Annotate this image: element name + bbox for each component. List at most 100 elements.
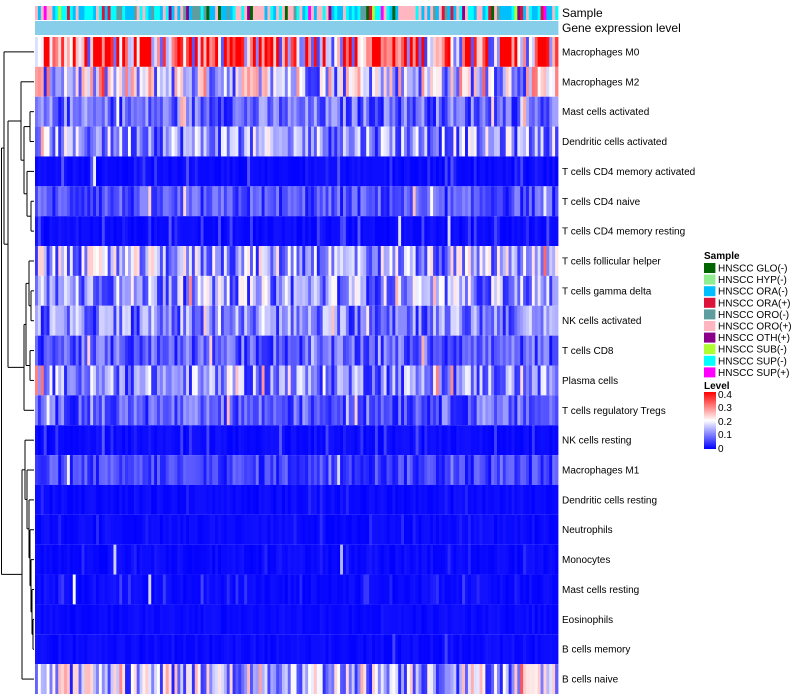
- heatmap-cell: [136, 455, 140, 485]
- heatmap-cell: [110, 514, 114, 545]
- heatmap-cell: [293, 126, 297, 157]
- heatmap-cell: [505, 484, 510, 515]
- heatmap-cell: [72, 216, 77, 247]
- heatmap-cell: [130, 186, 135, 217]
- heatmap-cell: [499, 544, 504, 575]
- heatmap-cell: [264, 425, 268, 456]
- heatmap-cell: [37, 126, 42, 157]
- heatmap-cell: [87, 66, 91, 97]
- sample-cell: [459, 6, 463, 20]
- sample-cell: [479, 6, 483, 20]
- heatmap-cell: [319, 604, 324, 635]
- heatmap-cell: [360, 634, 364, 665]
- heatmap-cell: [165, 604, 170, 635]
- heatmap-cell: [374, 395, 379, 426]
- heatmap-cell: [122, 66, 126, 97]
- row-label: T cells regulatory Tregs: [562, 406, 666, 417]
- heatmap-cell: [200, 335, 204, 366]
- heatmap-cell: [247, 604, 251, 635]
- heatmap-cell: [238, 544, 242, 575]
- heatmap-cell: [517, 484, 521, 515]
- heatmap-cell: [113, 156, 117, 187]
- heatmap-cell: [110, 96, 114, 127]
- heatmap-cell: [302, 126, 306, 157]
- heatmap-cell: [241, 66, 245, 97]
- heatmap-cell: [66, 484, 71, 515]
- heatmap-cell: [241, 574, 245, 605]
- heatmap-cell: [401, 186, 405, 217]
- heatmap-cell: [55, 365, 59, 396]
- heatmap-cell: [165, 275, 170, 306]
- heatmap-cell: [441, 365, 446, 396]
- heatmap-cell: [151, 664, 155, 694]
- heatmap-cell: [206, 365, 210, 396]
- heatmap-cell: [325, 66, 329, 97]
- sample-cell: [395, 6, 399, 20]
- heatmap-cell: [421, 634, 425, 665]
- heatmap-cell: [366, 634, 370, 665]
- heatmap-cell: [372, 335, 376, 366]
- heatmap-cell: [154, 514, 158, 545]
- heatmap-cell: [502, 395, 507, 426]
- heatmap-cell: [84, 246, 88, 276]
- heatmap-cell: [421, 574, 425, 605]
- heatmap-cell: [380, 425, 385, 456]
- heatmap-cell: [180, 604, 184, 635]
- heatmap-cell: [372, 365, 376, 396]
- heatmap-cell: [526, 156, 530, 187]
- heatmap-cell: [389, 156, 393, 187]
- heatmap-cell: [517, 455, 521, 485]
- heatmap-cell: [438, 455, 443, 485]
- heatmap-cell: [145, 66, 149, 97]
- heatmap-cell: [433, 246, 437, 276]
- heatmap-cell: [505, 514, 510, 545]
- heatmap-cell: [433, 544, 437, 575]
- heatmap-cell: [459, 246, 463, 276]
- heatmap-cell: [136, 37, 140, 67]
- heatmap-cell: [290, 246, 294, 276]
- heatmap-cell: [98, 156, 103, 187]
- heatmap-cell: [543, 335, 547, 366]
- heatmap-cell: [322, 216, 326, 247]
- heatmap-cell: [531, 186, 536, 217]
- heatmap-cell: [540, 365, 544, 396]
- heatmap-cell: [430, 425, 434, 456]
- heatmap-cell: [438, 96, 443, 127]
- heatmap-cell: [90, 574, 94, 605]
- heatmap-cell: [96, 574, 100, 605]
- heatmap-cell: [293, 425, 297, 456]
- heatmap-cell: [55, 186, 59, 217]
- heatmap-cell: [523, 514, 527, 545]
- heatmap-cell: [433, 186, 437, 217]
- heatmap-cell: [177, 514, 181, 545]
- heatmap-cell: [183, 455, 187, 485]
- heatmap-cell: [424, 455, 428, 485]
- heatmap-cell: [517, 634, 521, 665]
- heatmap-cell: [122, 574, 126, 605]
- heatmap-cell: [113, 425, 117, 456]
- heatmap-cell: [183, 425, 187, 456]
- heatmap-cell: [508, 425, 512, 456]
- heatmap-cell: [447, 425, 451, 456]
- heatmap-cell: [46, 156, 50, 187]
- heatmap-cell: [502, 425, 507, 456]
- heatmap-cell: [35, 216, 39, 247]
- heatmap-cell: [252, 305, 257, 336]
- heatmap-cell: [241, 186, 245, 217]
- heatmap-cell: [75, 246, 79, 276]
- heatmap-cell: [491, 305, 495, 336]
- heatmap-cell: [430, 37, 434, 67]
- heatmap-cell: [130, 126, 135, 157]
- heatmap-cell: [81, 186, 85, 217]
- heatmap-cell: [49, 156, 53, 187]
- heatmap-cell: [523, 335, 527, 366]
- heatmap-cell: [357, 544, 361, 575]
- heatmap-cell: [398, 186, 402, 217]
- heatmap-cell: [119, 514, 123, 545]
- heatmap-cell: [517, 365, 521, 396]
- heatmap-cell: [528, 395, 533, 426]
- heatmap-cell: [531, 216, 536, 247]
- heatmap-cell: [84, 37, 88, 67]
- heatmap-cell: [546, 305, 550, 336]
- heatmap-cell: [418, 455, 422, 485]
